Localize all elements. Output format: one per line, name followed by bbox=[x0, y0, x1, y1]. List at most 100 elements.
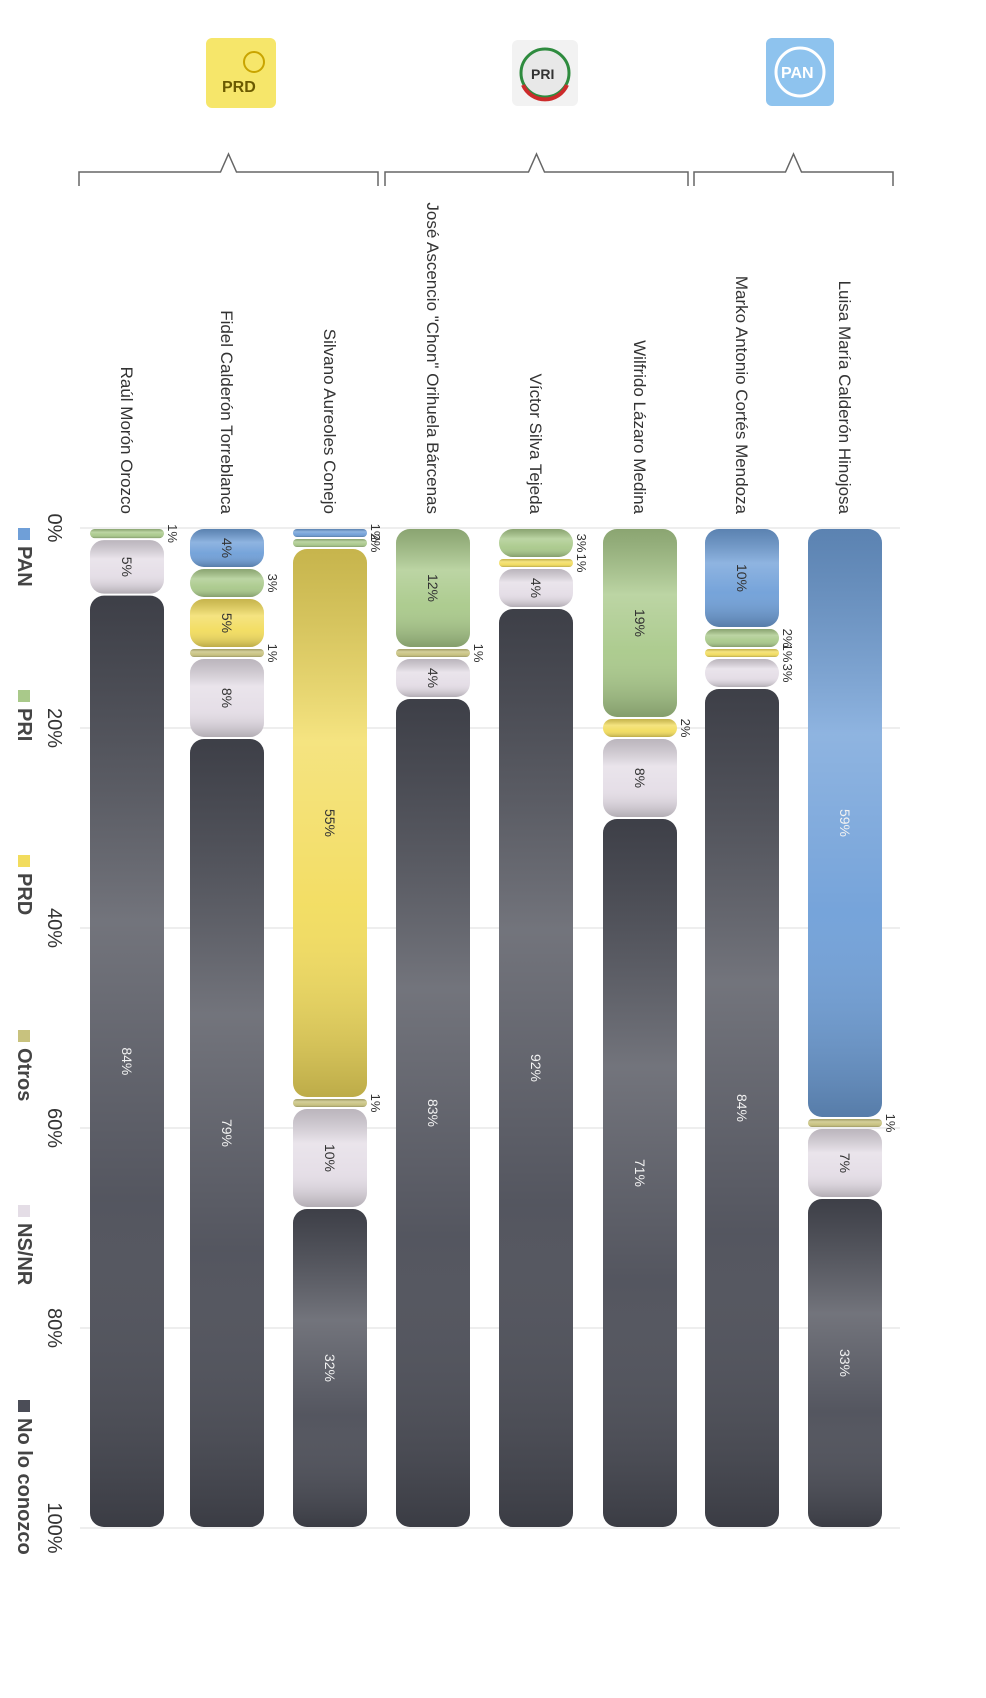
bars: 59%1%7%33%10%2%1%3%84%19%2%8%71%3%1%4%92… bbox=[90, 524, 898, 1527]
bar-value-label: 4% bbox=[528, 578, 544, 598]
bar-value-label: 2% bbox=[368, 534, 383, 553]
bar-value-label: 1% bbox=[368, 1094, 383, 1113]
prd-logo-text: PRD bbox=[222, 79, 256, 96]
bar-segment-shade bbox=[603, 739, 677, 817]
x-tick-label: 100% bbox=[43, 1502, 65, 1553]
bar-value-label: 59% bbox=[837, 809, 853, 837]
legend-swatch bbox=[18, 528, 30, 540]
bar-segment-shade bbox=[293, 1099, 367, 1107]
pan-logo-text: PAN bbox=[781, 65, 814, 82]
x-tick-label: 80% bbox=[43, 1308, 65, 1348]
party-bracket bbox=[693, 152, 894, 186]
bar-value-label: 55% bbox=[322, 809, 338, 837]
pri-logo-text: PRI bbox=[531, 66, 554, 82]
bar-value-label: 1% bbox=[165, 524, 180, 543]
bar-segment-shade bbox=[808, 529, 882, 1117]
candidate-label: Wilfrido Lázaro Medina bbox=[630, 340, 649, 514]
bar-segment-shade bbox=[396, 699, 470, 1527]
bar-segment-shade bbox=[190, 649, 264, 657]
bar-segment-shade bbox=[90, 540, 164, 594]
bar-value-label: 1% bbox=[368, 524, 383, 543]
legend-swatch bbox=[18, 1400, 30, 1412]
bar-segment-shade bbox=[90, 529, 164, 539]
legend-label: Otros bbox=[13, 1048, 35, 1101]
bar-segment-shade bbox=[190, 659, 264, 737]
legend-swatch bbox=[18, 1205, 30, 1217]
bar-segment-shade bbox=[90, 595, 164, 1527]
x-tick-label: 20% bbox=[43, 708, 65, 748]
bar-segment-shade bbox=[705, 649, 779, 657]
bar-value-label: 71% bbox=[632, 1159, 648, 1187]
bar-segment-shade bbox=[603, 719, 677, 737]
bar-segment-shade bbox=[705, 659, 779, 687]
bar-segment-shade bbox=[499, 569, 573, 607]
bar-segment-shade bbox=[499, 559, 573, 567]
bar-value-label: 5% bbox=[119, 557, 135, 577]
bar-segment-shade bbox=[705, 529, 779, 627]
bar-value-label: 10% bbox=[322, 1144, 338, 1172]
candidate-label: Marko Antonio Cortés Mendoza bbox=[732, 276, 751, 515]
bar-value-label: 84% bbox=[119, 1047, 135, 1075]
legend-label: PAN bbox=[13, 546, 35, 587]
legend-label: NS/NR bbox=[13, 1223, 35, 1286]
bar-value-label: 92% bbox=[528, 1054, 544, 1082]
party-logos: PRD PRI PAN bbox=[206, 38, 834, 108]
legend-swatch bbox=[18, 855, 30, 867]
bar-value-label: 32% bbox=[322, 1354, 338, 1382]
candidate-label: Víctor Silva Tejeda bbox=[526, 374, 545, 515]
bar-segment-shade bbox=[396, 649, 470, 657]
bar-value-label: 4% bbox=[219, 538, 235, 558]
bar-value-label: 12% bbox=[425, 574, 441, 602]
bar-segment-shade bbox=[603, 819, 677, 1527]
bar-value-label: 3% bbox=[265, 574, 280, 593]
party-bracket bbox=[78, 152, 379, 186]
bar-value-label: 5% bbox=[219, 613, 235, 633]
bar-segment-shade bbox=[293, 1209, 367, 1527]
pri-logo: PRI bbox=[512, 40, 578, 106]
bar-value-label: 33% bbox=[837, 1349, 853, 1377]
x-tick-label: 40% bbox=[43, 908, 65, 948]
legend-label: PRD bbox=[13, 873, 35, 915]
plot-area: 59%1%7%33%10%2%1%3%84%19%2%8%71%3%1%4%92… bbox=[13, 152, 900, 1555]
bar-value-label: 1% bbox=[780, 644, 795, 663]
legend-swatch bbox=[18, 1030, 30, 1042]
bar-segment-shade bbox=[499, 529, 573, 557]
bar-segment-shade bbox=[808, 1129, 882, 1197]
bar-segment-shade bbox=[499, 609, 573, 1527]
bar-value-label: 8% bbox=[219, 688, 235, 708]
legend-label: No lo conozco bbox=[13, 1418, 35, 1555]
x-axis-ticks: 0% 20% 40% 60% 80% 100% bbox=[43, 514, 65, 1554]
bar-segment-shade bbox=[190, 739, 264, 1527]
bar-value-label: 10% bbox=[734, 564, 750, 592]
legend: PAN PRI PRD Otros NS/NR No lo conozco bbox=[13, 528, 35, 1555]
bar-value-label: 1% bbox=[471, 644, 486, 663]
candidate-label: José Ascencio "Chon" Orihuela Bárcenas bbox=[423, 202, 442, 514]
bar-segment-shade bbox=[603, 529, 677, 717]
bar-segment-shade bbox=[705, 629, 779, 647]
bar-segment-shade bbox=[190, 529, 264, 567]
bar-value-label: 1% bbox=[265, 644, 280, 663]
bar-value-label: 8% bbox=[632, 768, 648, 788]
bar-value-label: 7% bbox=[837, 1153, 853, 1173]
bar-value-label: 1% bbox=[883, 1114, 898, 1133]
legend-swatch bbox=[18, 690, 30, 702]
candidate-label: Raúl Morón Orozco bbox=[117, 367, 136, 514]
bar-segment-shade bbox=[808, 1119, 882, 1127]
bar-segment-shade bbox=[293, 1109, 367, 1207]
bar-value-label: 3% bbox=[780, 664, 795, 683]
bar-value-label: 19% bbox=[632, 609, 648, 637]
bar-segment-shade bbox=[705, 689, 779, 1527]
party-bracket bbox=[384, 152, 689, 186]
candidate-label: Silvano Aureoles Conejo bbox=[320, 329, 339, 514]
bar-value-label: 79% bbox=[219, 1119, 235, 1147]
candidate-label: Luisa María Calderón Hinojosa bbox=[835, 281, 854, 515]
bar-segment-shade bbox=[396, 659, 470, 697]
bar-segment-shade bbox=[293, 549, 367, 1097]
bar-segment-shade bbox=[190, 599, 264, 647]
bar-value-label: 84% bbox=[734, 1094, 750, 1122]
bar-value-label: 2% bbox=[678, 719, 693, 738]
party-brackets bbox=[78, 152, 894, 186]
bar-segment-shade bbox=[190, 569, 264, 597]
legend-label: PRI bbox=[13, 708, 35, 741]
bar-segment-shade bbox=[808, 1199, 882, 1527]
